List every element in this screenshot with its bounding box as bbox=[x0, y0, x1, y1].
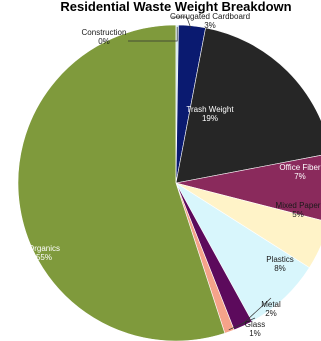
slice-value-construction: 0% bbox=[98, 37, 110, 46]
pie-slice-construction bbox=[175, 24, 179, 184]
pie-slice-trash-weight bbox=[175, 27, 321, 184]
slice-label-plastics: Plastics bbox=[266, 255, 294, 264]
slice-value-metal: 2% bbox=[265, 309, 277, 318]
pie-slice-office-fiber bbox=[175, 155, 321, 221]
slice-label-organics: Organics bbox=[28, 244, 60, 253]
leader-line-construction bbox=[128, 27, 178, 42]
slice-label-construction: Construction bbox=[82, 28, 127, 37]
slice-label-trash-weight: Trash Weight bbox=[186, 105, 234, 114]
chart-title: Residential Waste Weight Breakdown bbox=[60, 0, 291, 14]
slice-value-mixed-paper: 5% bbox=[292, 210, 304, 219]
slice-value-plastics: 8% bbox=[274, 264, 286, 273]
slice-value-office-fiber: 7% bbox=[294, 172, 306, 181]
slice-value-organics: 55% bbox=[36, 253, 52, 262]
slice-value-corrugated-cardboard: 3% bbox=[204, 21, 216, 30]
slice-value-trash-weight: 19% bbox=[202, 114, 218, 123]
slice-label-mixed-paper: Mixed Paper bbox=[276, 201, 321, 210]
slice-label-glass: Glass bbox=[245, 320, 265, 329]
slice-value-glass: 1% bbox=[249, 329, 261, 338]
slice-label-office-fiber: Office Fiber bbox=[279, 163, 321, 172]
pie-slice-organics bbox=[17, 24, 226, 341]
leader-line-metal bbox=[242, 297, 272, 325]
leader-line-corrugated-cardboard bbox=[172, 16, 192, 28]
pie-slices bbox=[17, 24, 321, 341]
slice-label-metal: Metal bbox=[261, 300, 281, 309]
leader-line-glass bbox=[228, 317, 256, 331]
slice-label-corrugated-cardboard: Corrugated Cardboard bbox=[170, 12, 250, 21]
